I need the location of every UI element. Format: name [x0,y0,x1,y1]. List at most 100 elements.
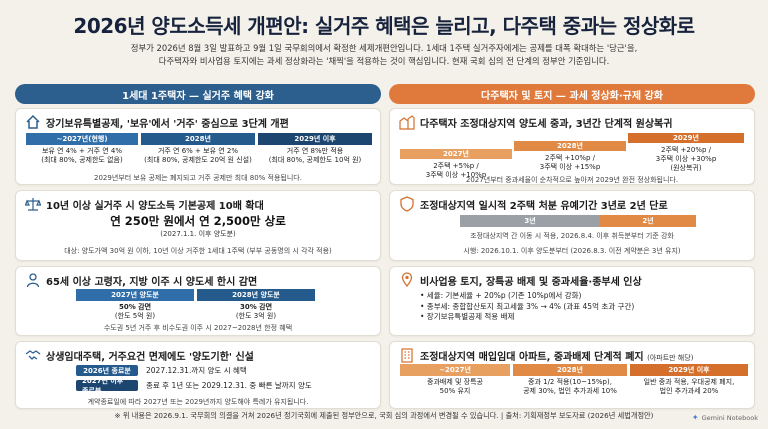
timeline-step-text: 50% 감면 [118,303,152,311]
handshake-icon [24,346,41,363]
timeline-step-text: 50% 유지 [439,387,471,395]
card-title: 조정대상지역 매입임대 아파트, 중과배제 단계적 폐지 (아파트만 해당) [420,348,693,363]
timeline-step: 2028년 거주 연 6% + 보유 연 2% (최대 80%, 공제한도 20… [141,133,255,165]
phaseout-timeline: ~2027년 중과배제 및 장특공 50% 유지 2028년 중과 1/2 적용… [400,364,748,396]
timeline-step: ~2027년(현행) 보유 연 4% + 거주 연 4% (최대 80%, 공제… [26,133,138,165]
timeline-step-text: (한도 5억 원) [114,312,156,320]
person-icon [24,271,41,288]
deduction-highlight: 연 250만 원에서 연 2,500만 상로 [110,214,286,228]
scale-icon [24,195,41,212]
old-period-bar: 3년 [460,215,600,227]
card-footnote: 대상: 양도가액 30억 원 이하, 10년 이상 거주한 1세대 1주택 (부… [64,247,332,255]
buildings-icon [398,113,415,130]
step-line: 2주택 +10%p / [544,154,595,162]
timeline-step-label: 2028년 [513,364,627,376]
step-line: 2주택 +5%p / [433,162,479,170]
map-pin-icon [398,271,415,288]
timeline-step-text: 거주 연 8%만 적용 [286,147,344,155]
senior-relocation-card: 65세 이상 고령자, 지방 이주 시 양도세 한시 감면 2027년 양도분 … [15,266,381,336]
step-line: 3주택 이상 +10%p [425,171,487,179]
bullet-item: • 세율: 기본세율 + 20%p (기존 10%p에서 강화) [420,291,582,300]
notebook-badge: ✦ Gemini Notebook [692,413,758,422]
right-column: 다주택자 및 토지 — 과세 정상화·규제 강화 다주택자 조정대상지역 양도세… [389,84,755,409]
new-period-bar: 2년 [600,215,696,227]
timeline-step-label: 2029년 [673,134,699,142]
card-title: 장기보유특별공제, '보유'에서 '거주' 중심으로 3단계 개편 [46,119,289,130]
card-title: 조정대상지역 일시적 2주택 처분 유예기간 3년로 2년 단로 [420,201,668,212]
intro-line-1: 정부가 2026년 8월 3일 발표하고 9월 1일 국무회의에서 확정한 세제… [130,43,638,53]
timeline-step-text: (최대 80%, 공제한도 없음) [41,156,123,164]
timeline-step-label: ~2027년(현행) [26,133,138,145]
timeline-step: 2029년 이후 일반 중과 적용, 우대공제 폐지, 법인 추가과세 20% [630,364,748,396]
timeline-step-text: 30% 감면 [239,303,273,311]
deadline-row: 2026년 종료분 2027.12.31.까지 양도 시 혜택 [76,365,247,376]
timeline-step-label: 2028년 [141,133,255,145]
timeline-step: 2027년 양도분 50% 감면 (한도 5억 원) [76,289,194,321]
deadline-text: 2027.12.31.까지 양도 시 혜택 [146,366,247,375]
timeline-step-text: 2주택 +10%p / 3주택 이상 +15%p [514,152,626,172]
card-title-suffix: (아파트만 해당) [647,354,694,362]
timeline-step-text: 거주 연 6% + 보유 연 2% [157,147,239,155]
timeline-step-label: 2027년 양도분 [76,289,194,301]
timeline-step-text: 법인 추가과세 20% [659,387,719,395]
timeline-step-label: 2029년 이후 [630,364,748,376]
long-term-deduction-card: 장기보유특별공제, '보유'에서 '거주' 중심으로 3단계 개편 ~2027년… [15,108,381,185]
timeline-step-text: (한도 3억 원) [235,312,277,320]
rental-housing-card: 상생임대주택, 거주요건 면제에도 '양도기한' 신설 2026년 종료분 20… [15,341,381,409]
land-tax-card: 비사업용 토지, 장특공 배제 및 중과세율·종부세 인상 • 세율: 기본세율… [389,266,755,336]
deduction-timeline: ~2027년(현행) 보유 연 4% + 거주 연 4% (최대 80%, 공제… [26,133,372,165]
card-title: 10년 이상 실거주 시 양도소득 기본공제 10배 확대 [46,201,264,212]
basic-deduction-card: 10년 이상 실거주 시 양도소득 기본공제 10배 확대 연 250만 원에서… [15,190,381,261]
bullet-item: • 장기보유특별공제 적용 배제 [420,312,515,321]
intro-text: 정부가 2026년 8월 3일 발표하고 9월 1일 국무회의에서 확정한 세제… [40,42,728,68]
card-footnote: 수도권 5년 거주 후 비수도권 이주 시 2027~2028년 한정 혜택 [103,324,293,332]
bullet-item: • 종부세: 종합합산토지 최고세율 3% → 4% (과표 45억 초과 구간… [420,301,635,311]
shield-icon [398,195,415,212]
timeline-step-text: 보유 연 4% + 거주 연 4% [41,147,123,155]
timeline-step-label: 2028년 [557,142,583,150]
timeline-step-text: 공제 30%, 법인 추가과세 10% [523,387,617,395]
step-line: 2주택 +20%p / [660,146,711,154]
card-footnote: 2027년부터 중과세율이 순차적으로 높아져 2029년 완전 정상화됩니다. [465,176,679,184]
step-line: 3주택 이상 +15%p [539,163,601,171]
card-title: 65세 이상 고령자, 지방 이주 시 양도세 한시 감면 [46,277,258,288]
card-footnote: 2029년부터 보유 공제는 폐지되고 거주 공제만 최대 80% 적용됩니다. [94,174,302,182]
land-tax-bullets: • 세율: 기본세율 + 20%p (기존 10%p에서 강화) • 종부세: … [420,291,634,323]
right-column-header: 다주택자 및 토지 — 과세 정상화·규제 강화 [389,84,755,104]
card-title-text: 조정대상지역 매입임대 아파트, 중과배제 단계적 폐지 [420,352,644,363]
timeline-step-label: 2027년 [443,150,469,158]
timeline-step-text: (최대 80%, 공제한도 10억 원) [268,156,362,164]
apartment-icon [398,346,415,363]
left-column-header: 1세대 1주택자 — 실거주 혜택 강화 [15,84,381,104]
card-title: 비사업용 토지, 장특공 배제 및 중과세율·종부세 인상 [420,277,642,288]
grace-period-card: 조정대상지역 일시적 2주택 처분 유예기간 3년로 2년 단로 3년 2년 조… [389,190,755,261]
deadline-tag: 2026년 종료분 [76,365,138,376]
page-title: 2026년 양도소득세 개편안: 실거주 혜택은 늘리고, 다주택 중과는 정상… [73,14,695,38]
sparkle-icon: ✦ [691,413,699,422]
card-title: 상생임대주택, 거주요건 면제에도 '양도기한' 신설 [46,352,254,363]
deduction-subtext: (2027.1.1. 이후 양도분) [160,230,236,238]
surcharge-card: 다주택자 조정대상지역 양도세 중과, 3년간 단계적 원상복귀 2027년 2… [389,108,755,185]
card-footnote: 시행: 2026.10.1. 이후 양도분부터 (2026.8.3. 이전 계약… [463,247,681,255]
timeline-step-text: 2주택 +20%p / 3주택 이상 +30%p (원상복귀) [628,144,744,173]
period-note: 조정대상지역 간 이동 시 적용, 2026.8.4. 이후 취득분부터 기준 … [470,232,674,240]
rental-apartment-card: 조정대상지역 매입임대 아파트, 중과배제 단계적 폐지 (아파트만 해당) ~… [389,341,755,409]
timeline-step: 2029년 이후 거주 연 8%만 적용 (최대 80%, 공제한도 10억 원… [258,133,372,165]
badge-label: Gemini Notebook [701,413,758,422]
step-line: (원상복귀) [670,164,702,172]
timeline-step-label: ~2027년 [400,364,510,376]
relief-timeline: 2027년 양도분 50% 감면 (한도 5억 원) 2028년 양도분 30%… [76,289,315,321]
surcharge-staircase [400,133,744,159]
intro-line-2: 다주택자와 비사업용 토지에는 과세 정상화라는 '채찍'을 적용하는 것이 핵… [158,56,610,66]
deadline-tag: 2027년 이후 종료분 [76,377,138,395]
deadline-row: 2027년 이후 종료분 종료 후 1년 또는 2029.12.31. 중 빠른… [76,377,312,395]
timeline-step-text: (최대 80%, 공제한도 20억 원 신설) [144,156,252,164]
card-title: 다주택자 조정대상지역 양도세 중과, 3년간 단계적 원상복귀 [420,119,673,130]
timeline-step-label: 2029년 이후 [258,133,372,145]
timeline-step-text: 2주택 +5%p / 3주택 이상 +10%p [400,160,512,180]
step-line: 3주택 이상 +30%p [655,155,717,163]
timeline-step-text: 중과 1/2 적용(10~15%p), [528,378,612,386]
timeline-step: 2028년 중과 1/2 적용(10~15%p), 공제 30%, 법인 추가과… [513,364,627,396]
deadline-text: 종료 후 1년 또는 2029.12.31. 중 빠른 날까지 양도 [146,381,312,390]
timeline-step: 2028년 양도분 30% 감면 (한도 3억 원) [197,289,315,321]
